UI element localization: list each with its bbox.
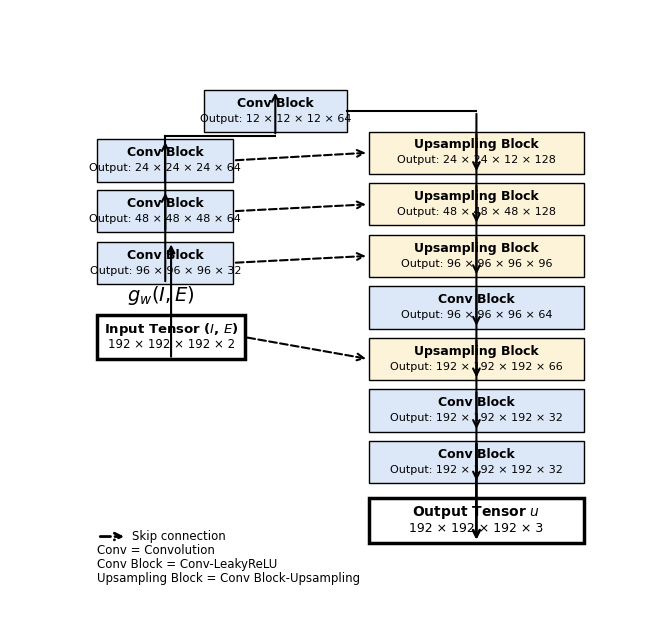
Text: Output: 96 × 96 × 96 × 96: Output: 96 × 96 × 96 × 96 xyxy=(401,259,552,269)
Text: Conv Block: Conv Block xyxy=(237,97,314,110)
Text: Output: 96 × 96 × 96 × 64: Output: 96 × 96 × 96 × 64 xyxy=(401,310,552,320)
Text: Output: 24 × 24 × 12 × 128: Output: 24 × 24 × 12 × 128 xyxy=(397,155,556,165)
Text: Output: 192 × 192 × 192 × 32: Output: 192 × 192 × 192 × 32 xyxy=(390,413,563,424)
FancyBboxPatch shape xyxy=(369,498,584,543)
Text: Conv Block: Conv Block xyxy=(127,146,204,159)
Text: Output: 12 × 12 × 12 × 64: Output: 12 × 12 × 12 × 64 xyxy=(200,114,351,124)
Text: Conv Block: Conv Block xyxy=(127,249,204,262)
Text: Upsampling Block: Upsampling Block xyxy=(414,138,539,152)
FancyBboxPatch shape xyxy=(204,90,347,133)
Text: Output: 48 × 48 × 48 × 128: Output: 48 × 48 × 48 × 128 xyxy=(397,207,556,217)
Text: Output: 48 × 48 × 48 × 64: Output: 48 × 48 × 48 × 64 xyxy=(90,214,241,224)
FancyBboxPatch shape xyxy=(98,139,233,181)
FancyBboxPatch shape xyxy=(369,287,584,328)
Text: Output: 96 × 96 × 96 × 32: Output: 96 × 96 × 96 × 32 xyxy=(90,266,241,276)
Text: 192 × 192 × 192 × 2: 192 × 192 × 192 × 2 xyxy=(108,339,234,351)
Text: Output: 24 × 24 × 24 × 64: Output: 24 × 24 × 24 × 64 xyxy=(90,163,241,173)
Text: Conv Block: Conv Block xyxy=(438,294,515,306)
Text: Output Tensor $u$: Output Tensor $u$ xyxy=(412,504,540,521)
Text: Upsampling Block: Upsampling Block xyxy=(414,242,539,255)
FancyBboxPatch shape xyxy=(369,235,584,277)
Text: Skip connection: Skip connection xyxy=(132,530,225,543)
FancyBboxPatch shape xyxy=(98,242,233,284)
Text: Conv = Convolution: Conv = Convolution xyxy=(98,544,215,557)
Text: Upsampling Block = Conv Block-Upsampling: Upsampling Block = Conv Block-Upsampling xyxy=(98,572,361,585)
FancyBboxPatch shape xyxy=(369,131,584,174)
FancyBboxPatch shape xyxy=(369,389,584,432)
FancyBboxPatch shape xyxy=(369,338,584,380)
Text: 192 × 192 × 192 × 3: 192 × 192 × 192 × 3 xyxy=(409,522,544,534)
Text: $g_w(I,E)$: $g_w(I,E)$ xyxy=(127,284,195,307)
FancyBboxPatch shape xyxy=(369,183,584,226)
Text: Conv Block: Conv Block xyxy=(127,197,204,210)
Text: Conv Block: Conv Block xyxy=(438,448,515,461)
FancyBboxPatch shape xyxy=(98,190,233,233)
Text: Conv Block = Conv-LeakyReLU: Conv Block = Conv-LeakyReLU xyxy=(98,558,278,571)
Text: Input Tensor ($I$, $E$): Input Tensor ($I$, $E$) xyxy=(104,321,238,338)
Text: Output: 192 × 192 × 192 × 32: Output: 192 × 192 × 192 × 32 xyxy=(390,465,563,475)
Text: Conv Block: Conv Block xyxy=(438,396,515,410)
Text: Output: 192 × 192 × 192 × 66: Output: 192 × 192 × 192 × 66 xyxy=(390,362,563,372)
Text: Upsampling Block: Upsampling Block xyxy=(414,190,539,203)
FancyBboxPatch shape xyxy=(369,441,584,483)
Text: Upsampling Block: Upsampling Block xyxy=(414,345,539,358)
FancyBboxPatch shape xyxy=(98,314,244,359)
